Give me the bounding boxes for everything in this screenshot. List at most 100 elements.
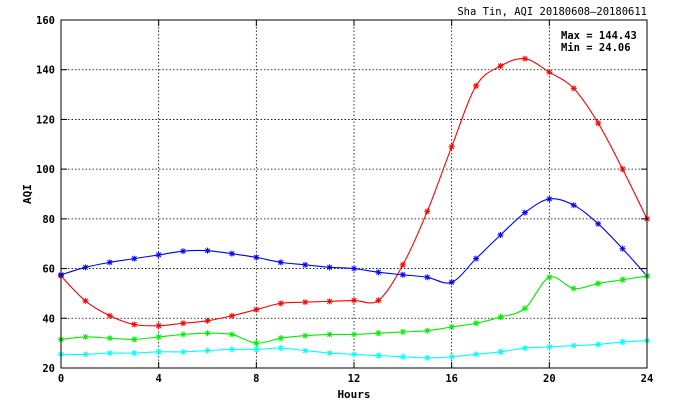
data-point — [302, 299, 309, 306]
data-point — [180, 331, 187, 338]
x-tick-label: 24 — [641, 373, 654, 385]
stats-min: Min = 24.06 — [561, 42, 631, 54]
data-point — [595, 220, 602, 227]
data-point — [619, 338, 626, 345]
series-group — [58, 55, 650, 361]
y-tick-label: 60 — [42, 264, 55, 276]
data-point — [570, 202, 577, 209]
data-point — [326, 331, 333, 338]
data-point — [351, 331, 357, 338]
data-point — [521, 305, 528, 312]
data-point — [277, 259, 284, 266]
plot-frame — [60, 19, 648, 369]
data-point — [619, 245, 626, 252]
data-point — [424, 354, 431, 361]
data-point — [399, 328, 406, 335]
data-point — [570, 342, 577, 349]
y-tick-label: 100 — [36, 164, 55, 176]
data-point — [228, 346, 235, 353]
data-point — [82, 333, 89, 340]
x-axis-label: Hours — [337, 388, 370, 401]
data-point — [375, 297, 382, 304]
x-tick-label: 0 — [58, 373, 64, 385]
data-point — [399, 261, 406, 268]
data-point — [351, 351, 357, 358]
series-0 — [58, 55, 650, 329]
series-1 — [58, 195, 650, 286]
data-point — [180, 248, 187, 255]
y-tick-label: 80 — [42, 214, 55, 226]
data-point — [82, 297, 89, 304]
data-point — [595, 341, 602, 348]
chart-title: Sha Tin, AQI 20180608–20180611 — [457, 6, 647, 18]
data-point — [106, 259, 113, 266]
data-point — [253, 340, 260, 347]
data-point — [131, 255, 138, 262]
data-point — [180, 320, 187, 327]
data-point — [497, 348, 504, 355]
y-tick-label: 20 — [42, 363, 55, 375]
data-point — [375, 269, 382, 276]
data-point — [497, 62, 504, 69]
data-point — [106, 350, 113, 357]
data-point — [546, 274, 553, 281]
data-point — [595, 120, 602, 127]
data-point — [228, 312, 235, 319]
data-point — [375, 352, 382, 359]
data-point — [473, 351, 480, 358]
data-point — [424, 274, 431, 281]
data-point — [375, 330, 382, 337]
x-tick-label: 16 — [445, 373, 458, 385]
x-tick-label: 4 — [156, 373, 162, 385]
data-point — [204, 347, 211, 354]
data-point — [521, 345, 528, 352]
data-point — [106, 335, 113, 342]
data-point — [424, 327, 431, 334]
data-point — [546, 69, 553, 76]
data-point — [521, 55, 528, 62]
data-point — [351, 297, 357, 304]
data-point — [473, 320, 480, 327]
data-point — [277, 335, 284, 342]
y-tick-label: 120 — [36, 114, 55, 126]
data-point — [521, 209, 528, 216]
data-point — [326, 350, 333, 357]
data-point — [546, 195, 553, 202]
data-point — [497, 232, 504, 239]
data-point — [82, 351, 89, 358]
y-tick-label: 40 — [42, 313, 55, 325]
data-point — [204, 317, 211, 324]
data-point — [399, 271, 406, 278]
data-point — [570, 85, 577, 92]
data-point — [253, 306, 260, 313]
data-point — [131, 336, 138, 343]
data-point — [155, 322, 162, 329]
data-point — [424, 208, 431, 215]
series-3 — [58, 337, 650, 361]
data-point — [497, 314, 504, 321]
y-tick-label: 140 — [36, 65, 55, 77]
x-tick-label: 12 — [348, 373, 361, 385]
data-point — [204, 330, 211, 337]
data-point — [448, 323, 455, 330]
series-2 — [58, 273, 650, 347]
data-point — [595, 280, 602, 287]
data-point — [473, 82, 480, 89]
x-tick-label: 8 — [253, 373, 259, 385]
data-point — [228, 250, 235, 257]
y-axis-label: AQI — [21, 184, 34, 204]
data-point — [277, 300, 284, 307]
data-point — [546, 343, 553, 350]
data-point — [448, 353, 455, 360]
data-point — [253, 346, 260, 353]
data-point — [155, 333, 162, 340]
data-point — [155, 348, 162, 355]
data-point — [277, 345, 284, 352]
y-tick-label: 160 — [36, 15, 55, 27]
data-point — [155, 251, 162, 258]
stats-max: Max = 144.43 — [561, 30, 637, 42]
data-point — [82, 264, 89, 271]
data-point — [448, 143, 455, 150]
data-point — [326, 298, 333, 305]
data-point — [131, 350, 138, 357]
